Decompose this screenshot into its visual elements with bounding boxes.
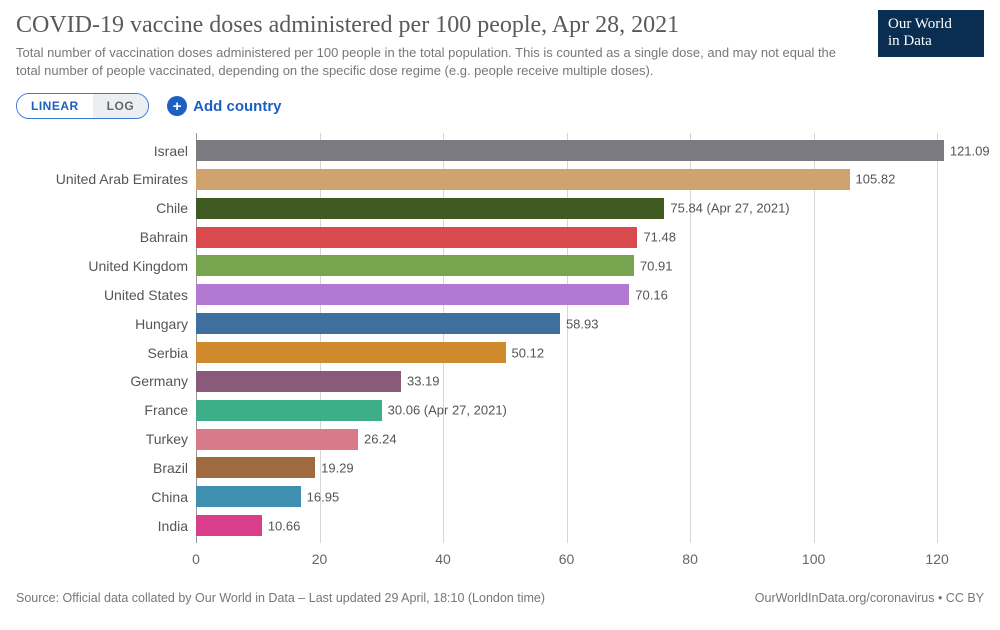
bar (196, 400, 382, 421)
bar-row[interactable]: China16.95 (196, 485, 968, 508)
bar-row[interactable]: Chile75.84 (Apr 27, 2021) (196, 197, 968, 220)
x-tick-label: 20 (312, 551, 328, 567)
bar-country-label: China (16, 489, 188, 505)
bar-value-label: 105.82 (856, 172, 896, 187)
bar-country-label: Turkey (16, 431, 188, 447)
bar (196, 284, 629, 305)
x-tick-label: 40 (435, 551, 451, 567)
bar-value-label: 58.93 (566, 316, 599, 331)
bar-country-label: India (16, 518, 188, 534)
bar-country-label: Israel (16, 143, 188, 159)
bar (196, 486, 301, 507)
bar-value-label: 70.16 (635, 287, 668, 302)
chart-area: 0 20 40 60 80 100 120 Israel121.09 United Arab E… (16, 133, 984, 583)
bar (196, 429, 358, 450)
bar-country-label: Serbia (16, 345, 188, 361)
bar (196, 140, 944, 161)
logo-line-1: Our World (888, 16, 952, 32)
bar-row[interactable]: India10.66 (196, 514, 968, 537)
bar (196, 227, 637, 248)
bar (196, 515, 262, 536)
bar-value-label: 10.66 (268, 518, 301, 533)
bar-value-label: 33.19 (407, 374, 440, 389)
bar-value-label: 71.48 (643, 230, 676, 245)
bar-country-label: Hungary (16, 316, 188, 332)
scale-toggle[interactable]: LINEAR LOG (16, 93, 149, 119)
bar-country-label: United States (16, 287, 188, 303)
bar-row[interactable]: Brazil19.29 (196, 456, 968, 479)
chart-subtitle: Total number of vaccination doses admini… (16, 44, 846, 79)
x-tick-label: 80 (682, 551, 698, 567)
bar (196, 342, 506, 363)
bar-country-label: United Arab Emirates (16, 171, 188, 187)
bar-value-label: 75.84 (Apr 27, 2021) (670, 201, 789, 216)
x-tick-label: 100 (802, 551, 825, 567)
bar-country-label: Chile (16, 200, 188, 216)
x-tick-label: 0 (192, 551, 200, 567)
bar-value-label: 50.12 (512, 345, 545, 360)
bar-row[interactable]: France30.06 (Apr 27, 2021) (196, 399, 968, 422)
bar-row[interactable]: Bahrain71.48 (196, 226, 968, 249)
bar-value-label: 16.95 (307, 489, 340, 504)
scale-linear-button[interactable]: LINEAR (17, 94, 93, 118)
bar-row[interactable]: United Kingdom70.91 (196, 254, 968, 277)
bar-value-label: 30.06 (Apr 27, 2021) (388, 403, 507, 418)
bar (196, 198, 664, 219)
x-tick-label: 60 (559, 551, 575, 567)
bar (196, 255, 634, 276)
bar-country-label: United Kingdom (16, 258, 188, 274)
add-country-button[interactable]: + Add country (167, 96, 281, 116)
bar-country-label: Bahrain (16, 229, 188, 245)
bar-value-label: 19.29 (321, 460, 354, 475)
logo-line-2: in Data (888, 33, 932, 49)
bar-row[interactable]: United Arab Emirates105.82 (196, 168, 968, 191)
bar-country-label: Germany (16, 373, 188, 389)
bar (196, 457, 315, 478)
bar (196, 169, 850, 190)
bar-row[interactable]: Serbia50.12 (196, 341, 968, 364)
bar-row[interactable]: Turkey26.24 (196, 428, 968, 451)
add-country-label: Add country (193, 98, 281, 115)
footer-source: Source: Official data collated by Our Wo… (16, 591, 545, 605)
bar (196, 313, 560, 334)
scale-log-button[interactable]: LOG (93, 94, 149, 118)
footer-link[interactable]: OurWorldInData.org/coronavirus • CC BY (755, 591, 984, 605)
owid-logo: Our World in Data (878, 10, 984, 57)
bar-row[interactable]: United States70.16 (196, 283, 968, 306)
bar-value-label: 121.09 (950, 143, 990, 158)
bar-value-label: 70.91 (640, 258, 673, 273)
plus-icon: + (167, 96, 187, 116)
bar-row[interactable]: Hungary58.93 (196, 312, 968, 335)
x-tick-label: 120 (925, 551, 948, 567)
bar (196, 371, 401, 392)
bar-row[interactable]: Germany33.19 (196, 370, 968, 393)
bar-country-label: France (16, 402, 188, 418)
bar-row[interactable]: Israel121.09 (196, 139, 968, 162)
bar-country-label: Brazil (16, 460, 188, 476)
chart-title: COVID-19 vaccine doses administered per … (16, 10, 846, 40)
bar-value-label: 26.24 (364, 432, 397, 447)
